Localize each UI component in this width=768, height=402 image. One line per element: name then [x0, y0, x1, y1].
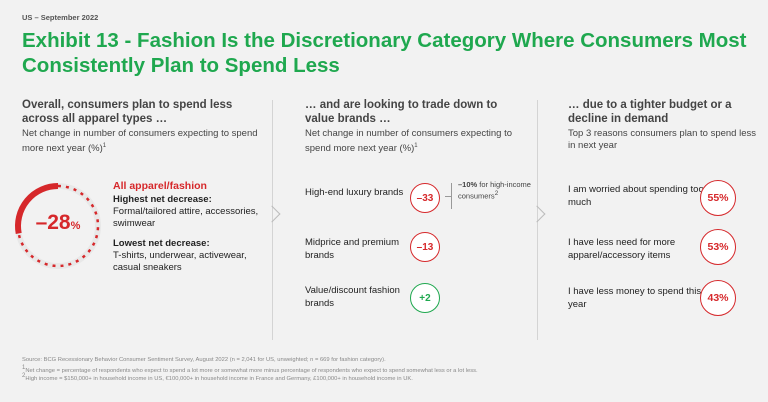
reason-value: 53% — [700, 229, 736, 265]
brand-tier-label: High-end luxury brands — [305, 187, 404, 198]
footnote-1: 1Net change = percentage of respondents … — [22, 365, 478, 374]
donut-value: –28% — [35, 211, 81, 234]
column-1-header: Overall, consumers plan to spend less ac… — [22, 98, 262, 155]
note-connector — [445, 196, 451, 197]
eyebrow-label: US – September 2022 — [22, 13, 99, 22]
brand-tier-label: Value/discount fashion brands — [305, 285, 400, 309]
donut-remainder-dashed — [17, 184, 100, 268]
brand-tier-value: +2 — [410, 283, 440, 313]
column-1-subheading: Net change in number of consumers expect… — [22, 128, 258, 155]
reason-label: I have less need for more apparel/access… — [568, 237, 676, 261]
high-income-note: –10% for high-income consumers2 — [458, 180, 531, 201]
donut-slice — [15, 183, 59, 235]
footnote-2: 2High income = $150,000+ in household in… — [22, 373, 413, 382]
column-2-heading: … and are looking to trade down to value… — [305, 99, 498, 125]
source-footnote: Source: BCG Recessionary Behavior Consum… — [22, 357, 386, 363]
highest-decrease-label: Highest net decrease: — [113, 194, 212, 205]
column-3-header: … due to a tighter budget or a decline i… — [568, 98, 758, 152]
reason-label: I have less money to spend this year — [568, 286, 702, 310]
brand-tier-value: –13 — [410, 232, 440, 262]
all-apparel-heading: All apparel/fashion — [113, 180, 207, 192]
chevron-right-icon — [528, 205, 546, 223]
reason-value: 43% — [700, 280, 736, 316]
reason-label: I am worried about spending too much — [568, 184, 704, 208]
donut-svg — [15, 183, 101, 269]
donut-chart: –28% — [8, 176, 108, 276]
column-3-subheading: Top 3 reasons consumers plan to spend le… — [568, 128, 756, 151]
brand-tier-label: Midprice and premium brands — [305, 237, 399, 261]
column-3-heading: … due to a tighter budget or a decline i… — [568, 99, 732, 125]
brand-tier-value: –33 — [410, 183, 440, 213]
reason-value: 55% — [700, 180, 736, 216]
panel-1-details: All apparel/fashion Highest net decrease… — [113, 180, 263, 274]
column-2-subheading: Net change in number of consumers expect… — [305, 128, 513, 155]
chevron-right-icon — [263, 205, 281, 223]
column-divider — [537, 100, 538, 340]
lowest-decrease-label: Lowest net decrease: — [113, 238, 210, 249]
note-connector — [451, 183, 452, 209]
highest-decrease-text: Formal/tailored attire, accessories, swi… — [113, 206, 259, 229]
lowest-decrease-text: T-shirts, underwear, activewear, casual … — [113, 250, 247, 273]
column-1-heading: Overall, consumers plan to spend less ac… — [22, 99, 233, 125]
column-2-header: … and are looking to trade down to value… — [305, 98, 525, 155]
exhibit-title: Exhibit 13 - Fashion Is the Discretionar… — [22, 29, 747, 77]
column-divider — [272, 100, 273, 340]
